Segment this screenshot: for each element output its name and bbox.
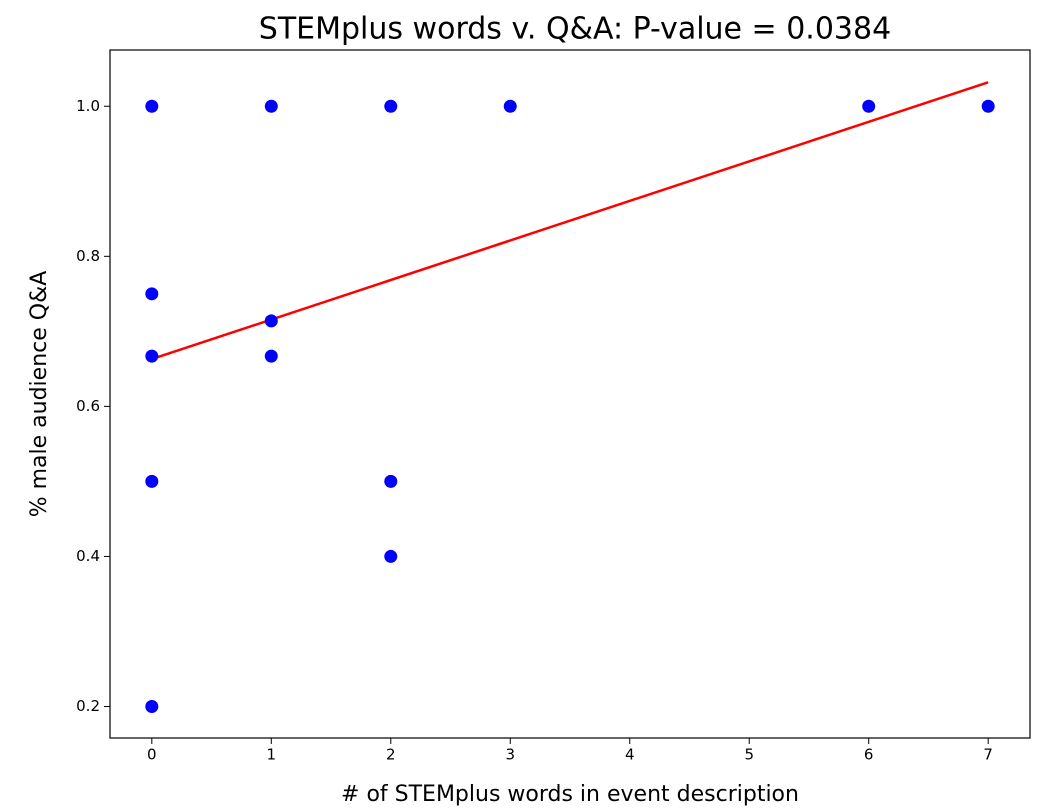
point	[145, 287, 159, 301]
x-axis-label: # of STEMplus words in event description	[341, 782, 799, 807]
x-tick-label: 3	[505, 746, 515, 764]
point	[145, 474, 159, 488]
point	[264, 314, 278, 328]
y-tick-label: 0.2	[76, 697, 100, 715]
y-tick-label: 0.6	[76, 397, 100, 415]
point	[503, 99, 517, 113]
y-tick-label: 0.8	[76, 247, 100, 265]
x-tick-label: 2	[386, 746, 396, 764]
y-tick-label: 0.4	[76, 547, 100, 565]
point	[145, 699, 159, 713]
point	[384, 549, 398, 563]
point	[145, 99, 159, 113]
x-tick-label: 4	[625, 746, 635, 764]
point	[145, 349, 159, 363]
y-axis-label: % male audience Q&A	[27, 271, 52, 518]
y-tick-label: 1.0	[76, 97, 100, 115]
x-tick-label: 1	[267, 746, 277, 764]
point	[384, 474, 398, 488]
point	[862, 99, 876, 113]
x-tick-label: 7	[983, 746, 993, 764]
fit-line	[151, 81, 989, 361]
plot-frame	[109, 49, 1031, 739]
x-tick-label: 6	[864, 746, 874, 764]
point	[384, 99, 398, 113]
x-tick-label: 5	[744, 746, 754, 764]
x-tick-label: 0	[147, 746, 157, 764]
point	[264, 99, 278, 113]
point	[264, 349, 278, 363]
chart-title: STEMplus words v. Q&A: P-value = 0.0384	[259, 12, 891, 47]
point	[981, 99, 995, 113]
